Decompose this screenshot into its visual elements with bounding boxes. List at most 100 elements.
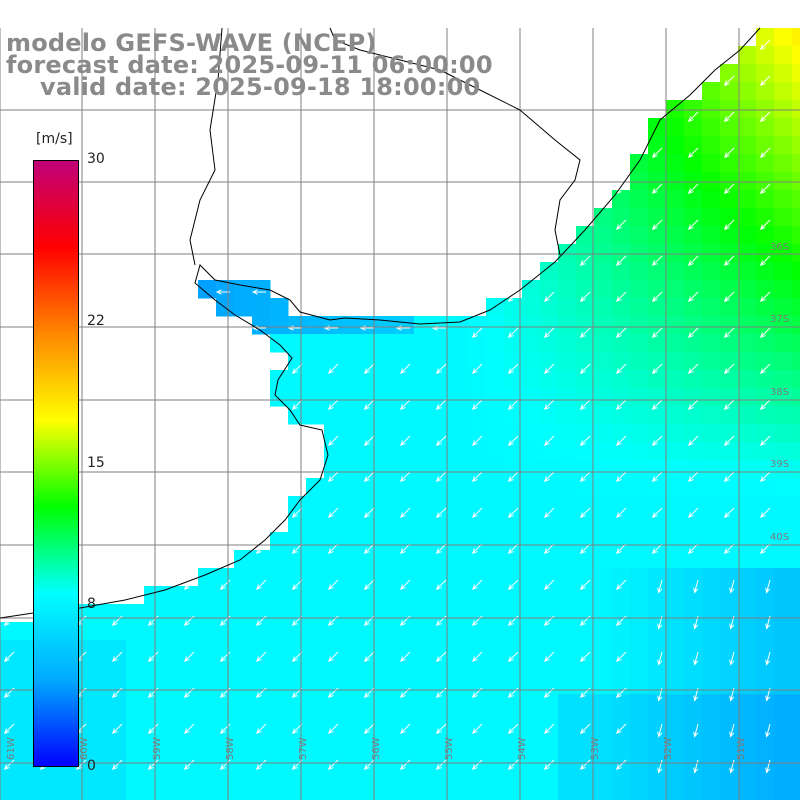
wind-speed-cell — [360, 514, 379, 533]
wind-speed-cell — [576, 316, 595, 335]
wind-speed-cell — [342, 406, 361, 425]
wind-speed-cell — [162, 676, 181, 695]
wind-speed-cell — [792, 712, 800, 731]
wind-arrow — [759, 255, 771, 267]
wind-speed-cell — [774, 460, 793, 479]
wind-speed-cell — [306, 370, 325, 389]
wind-speed-cell — [666, 712, 685, 731]
wind-speed-cell — [576, 226, 595, 245]
latitude-label: 37S — [770, 314, 789, 325]
wind-arrow — [651, 399, 663, 411]
wind-speed-cell — [216, 676, 235, 695]
wind-speed-cell — [378, 730, 397, 749]
wind-speed-cell — [162, 604, 181, 623]
wind-arrow — [399, 651, 411, 663]
wind-speed-cell — [450, 316, 469, 335]
wind-speed-cell — [414, 568, 433, 587]
wind-speed-cell — [648, 424, 667, 443]
wind-speed-cell — [432, 730, 451, 749]
wind-speed-cell — [342, 424, 361, 443]
wind-arrow — [651, 291, 663, 303]
wind-speed-cell — [414, 388, 433, 407]
wind-arrow — [651, 327, 663, 339]
wind-speed-cell — [342, 748, 361, 767]
wind-speed-cell — [594, 640, 613, 659]
wind-speed-cell — [396, 334, 415, 353]
wind-speed-cell — [360, 352, 379, 371]
wind-speed-cell — [486, 676, 505, 695]
wind-speed-cell — [522, 352, 541, 371]
wind-speed-cell — [702, 190, 721, 209]
wind-arrow — [327, 759, 339, 771]
wind-speed-cell — [0, 712, 19, 731]
wind-speed-cell — [630, 604, 649, 623]
wind-speed-cell — [432, 334, 451, 353]
wind-speed-cell — [486, 586, 505, 605]
wind-speed-cell — [252, 784, 271, 800]
wind-speed-cell — [468, 622, 487, 641]
wind-speed-cell — [18, 658, 37, 677]
wind-speed-cell — [702, 568, 721, 587]
wind-speed-cell — [144, 676, 163, 695]
wind-speed-cell — [738, 316, 757, 335]
wind-speed-cell — [324, 424, 343, 443]
wind-speed-cell — [756, 406, 775, 425]
wind-speed-cell — [612, 730, 631, 749]
wind-speed-cell — [234, 730, 253, 749]
wind-speed-cell — [522, 712, 541, 731]
wind-speed-cell — [702, 424, 721, 443]
wind-speed-cell — [522, 658, 541, 677]
wind-speed-cell — [612, 460, 631, 479]
wind-speed-cell — [756, 658, 775, 677]
wind-speed-cell — [432, 676, 451, 695]
wind-speed-cell — [648, 154, 667, 173]
wind-speed-cell — [396, 568, 415, 587]
wind-speed-cell — [540, 262, 559, 281]
wind-speed-cell — [198, 658, 217, 677]
wind-speed-cell — [234, 784, 253, 800]
wind-speed-cell — [504, 334, 523, 353]
wind-speed-cell — [792, 154, 800, 173]
wind-speed-cell — [666, 496, 685, 515]
wind-speed-cell — [702, 118, 721, 137]
wind-arrow — [729, 579, 735, 594]
wind-speed-cell — [144, 622, 163, 641]
wind-speed-cell — [576, 568, 595, 587]
wind-arrow — [435, 759, 447, 771]
wind-speed-cell — [270, 694, 289, 713]
wind-speed-cell — [504, 406, 523, 425]
wind-arrow — [471, 399, 483, 411]
model-title: modelo GEFS-WAVE (NCEP) — [6, 29, 377, 57]
wind-speed-cell — [450, 442, 469, 461]
wind-speed-cell — [396, 316, 415, 335]
wind-arrow — [579, 399, 591, 411]
wind-speed-cell — [198, 280, 217, 299]
wind-speed-cell — [666, 640, 685, 659]
wind-speed-cell — [738, 478, 757, 497]
wind-speed-cell — [432, 784, 451, 800]
wind-speed-cell — [306, 694, 325, 713]
wind-speed-cell — [792, 136, 800, 155]
wind-speed-cell — [306, 550, 325, 569]
wind-speed-cell — [504, 424, 523, 443]
colorbar-tick-label: 15 — [87, 454, 105, 471]
wind-speed-cell — [684, 568, 703, 587]
wind-speed-cell — [666, 586, 685, 605]
wind-speed-cell — [378, 334, 397, 353]
wind-speed-cell — [360, 586, 379, 605]
wind-speed-cell — [594, 298, 613, 317]
wind-speed-cell — [792, 262, 800, 281]
wind-speed-cell — [720, 370, 739, 389]
wind-speed-cell — [756, 118, 775, 137]
wind-speed-cell — [684, 460, 703, 479]
wind-speed-cell — [306, 388, 325, 407]
wind-arrow — [687, 183, 699, 195]
wind-speed-cell — [378, 658, 397, 677]
wind-speed-cell — [468, 550, 487, 569]
wind-speed-cell — [162, 694, 181, 713]
wind-speed-cell — [18, 730, 37, 749]
wind-speed-cell — [486, 622, 505, 641]
wind-arrow — [399, 471, 411, 483]
wind-speed-cell — [684, 478, 703, 497]
